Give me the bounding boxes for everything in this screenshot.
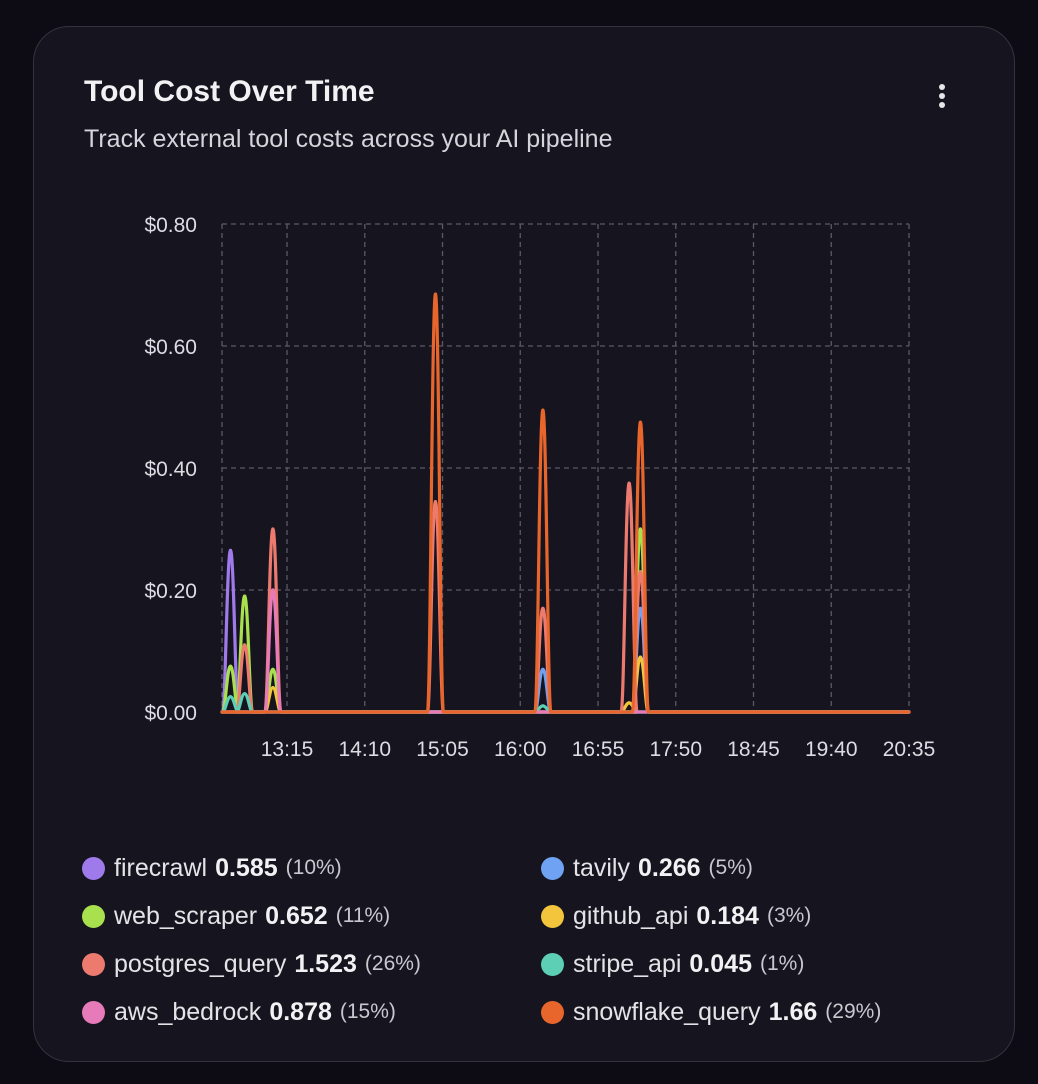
more-vertical-icon[interactable] [930, 81, 954, 111]
legend-series-name: web_scraper [114, 901, 258, 930]
series-line-firecrawl [220, 548, 911, 714]
data-point [433, 499, 438, 504]
y-tick-label: $0.80 [144, 214, 197, 237]
y-tick-label: $0.00 [144, 702, 197, 725]
data-point [541, 704, 545, 708]
legend-series-percent: (15%) [339, 1000, 396, 1023]
legend-series-total: 1.66 [768, 997, 818, 1026]
legend-swatch [541, 856, 564, 880]
series-line-snowflake-query [220, 292, 911, 714]
y-tick-label: $0.20 [144, 580, 197, 603]
legend-series-percent: (29%) [825, 1000, 882, 1023]
data-point [271, 667, 275, 671]
card-title: Tool Cost Over Time [84, 75, 375, 108]
data-point [271, 588, 275, 592]
x-tick-label: 14:10 [338, 738, 391, 761]
chart-legend: firecrawl 0.585 (10%) tavily 0.266 (5%) … [82, 839, 982, 1039]
legend-swatch [82, 952, 105, 976]
legend-series-percent: (10%) [285, 856, 342, 879]
legend-swatch [541, 904, 564, 928]
legend-series-percent: (26%) [364, 952, 421, 975]
legend-series-percent: (3%) [766, 904, 812, 927]
legend-series-name: firecrawl [114, 853, 208, 882]
data-point [541, 667, 545, 671]
legend-swatch [541, 1000, 564, 1024]
chart-plot: $0.00 $0.20 $0.40 $0.60 $0.80 13:15 14:10 15:05… [144, 214, 936, 761]
series-line-github-api [220, 655, 911, 714]
legend-series-name: github_api [573, 901, 689, 930]
legend-item-stripe-api[interactable]: stripe_api 0.045 (1%) [541, 947, 804, 981]
chart-card: Tool Cost Over Time Track external tool … [33, 26, 1015, 1062]
legend-item-github-api[interactable]: github_api 0.184 (3%) [541, 899, 811, 933]
legend-item-web-scraper[interactable]: web_scraper 0.652 (11%) [82, 899, 390, 933]
legend-series-total: 0.652 [265, 901, 328, 930]
series-line-postgres-query [220, 481, 911, 714]
legend-swatch [82, 904, 105, 928]
legend-swatch [82, 856, 105, 880]
data-point [638, 655, 643, 659]
data-point [433, 292, 438, 296]
card-subtitle: Track external tool costs across your AI… [84, 125, 613, 153]
legend-item-firecrawl[interactable]: firecrawl 0.585 (10%) [82, 851, 342, 885]
data-point [627, 701, 631, 705]
x-tick-label: 20:35 [883, 738, 936, 761]
data-point [271, 686, 275, 690]
legend-series-total: 0.184 [696, 901, 759, 930]
legend-series-percent: (5%) [708, 856, 753, 879]
x-tick-label: 16:55 [572, 738, 625, 761]
data-point [541, 408, 545, 412]
x-tick-label: 16:00 [494, 738, 547, 761]
legend-swatch [82, 1000, 105, 1024]
data-point [271, 527, 275, 531]
series-line-aws-bedrock [220, 588, 911, 714]
legend-item-aws-bedrock[interactable]: aws_bedrock 0.878 (15%) [82, 995, 396, 1029]
legend-series-name: tavily [573, 853, 630, 882]
data-point [638, 570, 643, 574]
legend-series-name: aws_bedrock [114, 997, 262, 1026]
legend-series-total: 0.585 [215, 853, 278, 882]
data-point [638, 527, 643, 531]
x-tick-label: 18:45 [727, 738, 780, 761]
series-line-stripe-api [220, 692, 911, 714]
legend-series-total: 0.878 [269, 997, 332, 1026]
y-tick-label: $0.40 [144, 458, 197, 481]
legend-series-name: snowflake_query [573, 997, 761, 1026]
x-tick-label: 17:50 [649, 738, 702, 761]
legend-series-percent: (11%) [335, 904, 391, 927]
data-point [627, 481, 631, 485]
series-line-tavily [220, 606, 911, 714]
data-point [228, 548, 233, 552]
data-point [228, 664, 233, 668]
data-point [243, 643, 247, 647]
legend-series-total: 0.045 [689, 949, 752, 978]
data-point [228, 695, 233, 699]
data-point [243, 594, 247, 598]
legend-item-tavily[interactable]: tavily 0.266 (5%) [541, 851, 753, 885]
y-tick-label: $0.60 [144, 336, 197, 359]
data-point [541, 606, 545, 610]
legend-series-name: postgres_query [114, 949, 287, 978]
legend-series-total: 0.266 [637, 853, 701, 882]
data-point [243, 692, 247, 696]
legend-series-percent: (1%) [759, 952, 805, 975]
legend-item-postgres-query[interactable]: postgres_query 1.523 (26%) [82, 947, 421, 981]
series-line-web-scraper [220, 527, 911, 714]
legend-series-name: stripe_api [573, 949, 682, 978]
x-tick-label: 13:15 [261, 738, 314, 761]
x-tick-label: 19:40 [805, 738, 858, 761]
data-point [638, 420, 643, 424]
legend-item-snowflake-query[interactable]: snowflake_query 1.66 (29%) [541, 995, 881, 1029]
data-point [638, 606, 643, 610]
legend-series-total: 1.523 [294, 949, 357, 978]
x-tick-label: 15:05 [416, 738, 469, 761]
legend-swatch [541, 952, 564, 976]
